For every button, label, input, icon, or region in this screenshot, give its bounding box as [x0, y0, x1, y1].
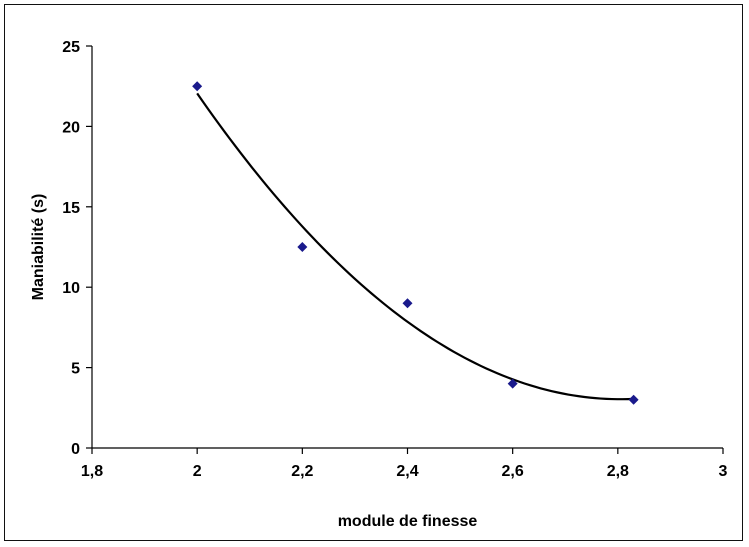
data-points	[192, 81, 639, 405]
data-point	[507, 378, 518, 389]
data-point	[192, 81, 203, 92]
y-tick-label: 5	[71, 361, 80, 378]
y-tick-label: 10	[62, 280, 80, 297]
trendline-curve	[196, 92, 634, 401]
x-tick-label: 2,8	[607, 463, 629, 480]
x-tick-label: 2,4	[396, 463, 418, 480]
x-tick-label: 2,6	[502, 463, 524, 480]
x-tick-label: 3	[719, 463, 728, 480]
data-point	[628, 394, 639, 405]
chart-frame	[4, 4, 743, 541]
data-point	[402, 298, 413, 309]
y-tick-label: 0	[71, 441, 80, 458]
x-tick-label: 1,8	[81, 463, 103, 480]
y-tick-label: 25	[62, 39, 80, 56]
y-tick-label: 15	[62, 200, 80, 217]
y-axis-title: Maniabilité (s)	[30, 194, 47, 301]
x-tick-label: 2,2	[291, 463, 313, 480]
x-tick-label: 2	[193, 463, 202, 480]
axes: 1,8 2 2,2 2,4 2,6 2,8 3 0 5 10 15 20 25	[62, 39, 727, 480]
x-axis-title: module de finesse	[338, 513, 478, 530]
trendline	[196, 92, 634, 401]
data-point	[297, 242, 308, 252]
y-tick-label: 20	[62, 119, 80, 136]
